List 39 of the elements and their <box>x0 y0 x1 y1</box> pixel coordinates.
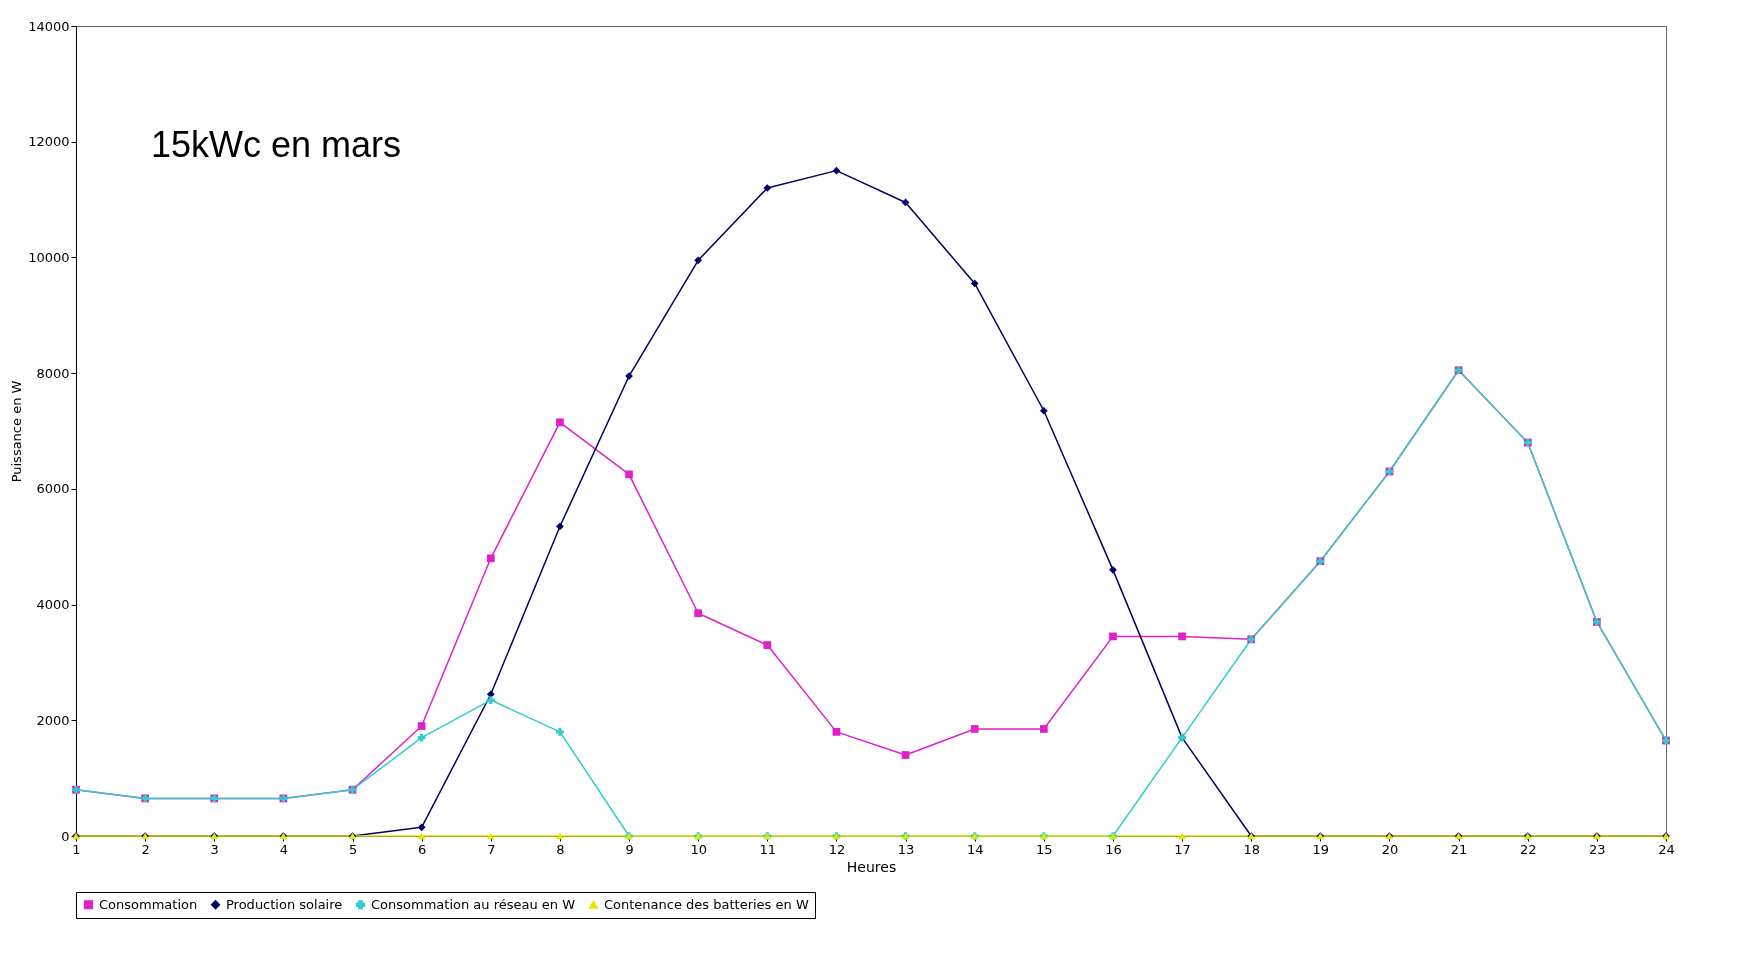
x-tick-label: 12 <box>828 841 846 857</box>
x-tick-label: 20 <box>1381 841 1399 857</box>
x-tick-label: 8 <box>556 841 565 857</box>
x-tick-label: 19 <box>1312 841 1330 857</box>
x-tick-label: 1 <box>72 841 81 857</box>
x-tick-label: 13 <box>897 841 915 857</box>
x-tick-label: 24 <box>1658 841 1675 857</box>
x-tick-label: 17 <box>1174 841 1191 857</box>
legend-label: Contenance des batteries en W <box>604 896 809 912</box>
y-tick-label: 10000 <box>28 249 70 265</box>
y-tick-label: 0 <box>61 828 70 844</box>
x-tick-label: 10 <box>690 841 707 857</box>
x-tick-label: 18 <box>1243 841 1260 857</box>
legend-label: Consommation au réseau en W <box>371 896 576 912</box>
x-tick-label: 16 <box>1105 841 1122 857</box>
x-tick-label: 14 <box>966 841 984 857</box>
x-tick-label: 21 <box>1450 841 1468 857</box>
x-tick-label: 7 <box>487 841 496 857</box>
y-tick-label: 14000 <box>28 18 70 34</box>
x-tick-label: 3 <box>210 841 219 857</box>
x-tick-label: 4 <box>279 841 289 857</box>
x-tick-label: 6 <box>418 841 427 857</box>
x-tick-label: 9 <box>625 841 634 857</box>
y-tick-label: 4000 <box>36 597 70 613</box>
x-tick-label: 23 <box>1589 841 1606 857</box>
x-tick-label: 5 <box>348 841 358 857</box>
legend-label: Consommation <box>99 896 198 912</box>
annotation: 15kWc en mars <box>151 124 402 165</box>
x-tick-label: 2 <box>141 841 150 857</box>
x-axis-title: Heures <box>846 858 897 875</box>
y-tick-label: 12000 <box>28 134 70 150</box>
y-axis-title: Puissance en W <box>9 380 25 483</box>
x-tick-label: 15 <box>1036 841 1053 857</box>
x-tick-label: 22 <box>1519 841 1537 857</box>
y-tick-label: 2000 <box>36 712 70 728</box>
x-tick-label: 11 <box>759 841 777 857</box>
y-tick-label: 6000 <box>36 481 70 497</box>
legend-label: Production solaire <box>226 896 343 912</box>
y-tick-label: 8000 <box>36 365 70 381</box>
